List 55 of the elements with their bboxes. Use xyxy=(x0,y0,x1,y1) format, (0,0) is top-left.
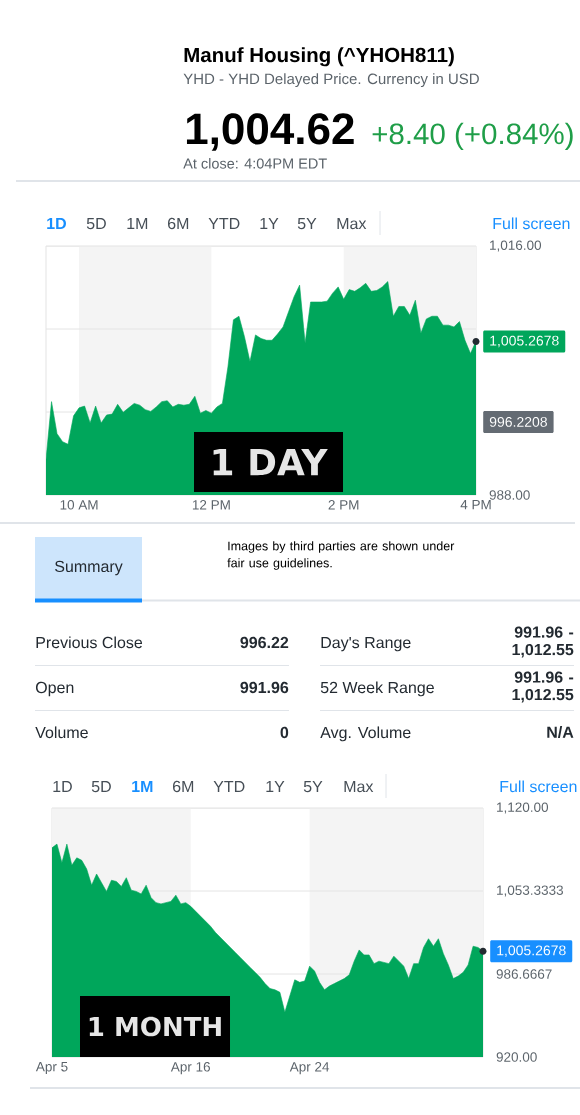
x-tick-label: 10 AM xyxy=(60,500,98,510)
x-tick-label: Apr 16 xyxy=(170,1062,210,1075)
text: 5D xyxy=(91,780,111,793)
y-tick-label: 1,120.00 xyxy=(497,802,549,814)
text: 1Y xyxy=(266,780,285,793)
x-tick-label: 2 PM xyxy=(328,500,359,510)
text: 52 Week Range xyxy=(320,681,434,697)
text: YTD xyxy=(208,217,240,229)
text: 1M xyxy=(132,780,153,793)
text: Full screen xyxy=(500,780,577,793)
text: Volume xyxy=(35,726,88,739)
x-tick-label: 4 PM xyxy=(460,500,491,510)
x-tick-label: Apr 24 xyxy=(289,1062,330,1075)
text: 1Y xyxy=(260,217,279,229)
text: 0 xyxy=(280,726,289,739)
annotation: 1 MONTH xyxy=(89,1016,221,1037)
text: YHD - YHD Delayed Price. Currency in USD xyxy=(183,73,479,88)
text: 991.96 - 1,012.55 xyxy=(512,626,574,658)
text: 5Y xyxy=(303,780,323,793)
annotation: 996.2208 xyxy=(489,416,547,427)
text: +8.40 (+0.84%) xyxy=(372,122,573,151)
text: 1D xyxy=(53,780,72,793)
text: Previous Close xyxy=(36,636,143,649)
annotation: 1 DAY xyxy=(213,448,328,476)
text: 5D xyxy=(86,217,106,230)
text: 991.96 - 1,012.55 xyxy=(512,671,574,703)
text: Summary xyxy=(55,560,123,576)
text: 1,004.62 xyxy=(186,113,354,151)
text: Full screen xyxy=(493,217,570,230)
text: 5Y xyxy=(297,217,317,230)
text: 1D xyxy=(47,217,66,229)
text: Max xyxy=(344,780,374,793)
x-tick-label: 12 PM xyxy=(192,500,230,510)
text: 6M xyxy=(168,217,189,230)
text: Day's Range xyxy=(321,636,411,652)
text: Manuf Housing (^YHOH811) xyxy=(184,47,454,67)
y-tick-label: 1,053.3333 xyxy=(497,885,563,897)
text: Max xyxy=(337,217,367,230)
text: At close: 4:04PM EDT xyxy=(183,158,327,169)
x-tick-label: Apr 5 xyxy=(35,1062,68,1075)
text: YTD xyxy=(213,780,245,793)
text: N/A xyxy=(547,726,574,738)
text: Images by third parties are shown under fair use guidelines. xyxy=(227,541,455,570)
text: 1,005.2678 xyxy=(497,945,566,957)
text: Open xyxy=(35,681,74,697)
text: Avg. Volume xyxy=(320,726,411,742)
text: 991.96 xyxy=(240,681,289,694)
y-tick-label: 986.6667 xyxy=(496,969,552,979)
y-tick-label: 1,016.00 xyxy=(490,240,542,252)
text: 1M xyxy=(127,217,148,229)
text: 6M xyxy=(173,780,194,793)
y-tick-label: 988.00 xyxy=(489,490,530,500)
y-tick-label: 920.00 xyxy=(496,1052,537,1062)
text: 996.22 xyxy=(240,636,289,649)
annotation: 1,005.2678 xyxy=(490,335,559,348)
